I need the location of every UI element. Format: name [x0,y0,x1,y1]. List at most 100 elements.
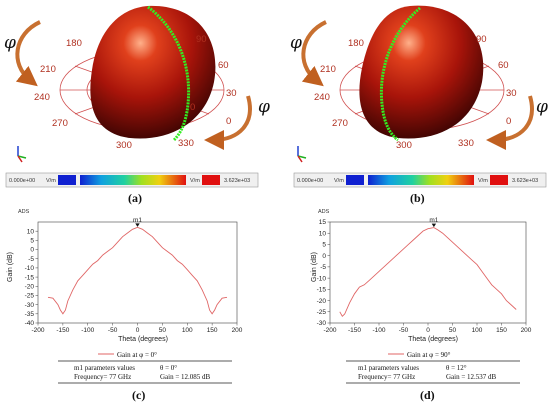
chart-c-frame [37,221,238,324]
chart-c-ylabel: Gain (dB) [7,252,14,282]
panel-label-c: (c) [132,388,145,402]
colorbar-unit-right-b: V/m [478,178,488,184]
phi-symbol-right-a: φ [258,97,270,117]
angle-labels-a: 180 90 210 60 240 30 270 0 300 330 0 [34,34,237,151]
chart-d-table: m1 parameters values θ = 12° Frequency= … [346,360,520,384]
colorbar-min-a: 0.000e+00 [9,178,35,184]
phi-symbol-left-b: φ [290,33,302,53]
chart-d-ylabel: Gain (dB) [311,252,318,282]
angle-label-a-1: 90 [196,34,207,45]
colorbar-max-swatch-b [490,175,508,185]
angle-label-a-10: 0 [190,102,195,113]
chart-d-ytick-2: 5 [322,242,326,249]
colorbar-b: 0.000e+00 V/m V/m 3.623e+03 [293,172,547,188]
chart-c-ytick-2: 0 [30,247,34,254]
chart-c-ytick-10: -40 [25,320,35,327]
chart-d-marker-icon [431,223,437,228]
chart-d-xtick-6: 100 [472,327,483,334]
colorbar-max-a: 3.623e+03 [224,178,250,184]
angle-label-b-7: 0 [506,116,511,127]
chart-c-xtick-0: -200 [31,327,44,334]
angle-label-b-6: 270 [332,118,348,129]
chart-c-ytick-7: -25 [25,293,35,300]
panel-a: φ φ 180 90 210 60 240 30 270 0 300 330 0 0.000e+00… [4,5,270,205]
chart-d-xtick-8: 200 [521,327,532,334]
rotation-arrow-right-a-icon [204,95,252,150]
chart-d-table-row2-right: Gain = 12.537 dB [446,373,497,381]
colorbar-max-b: 3.623e+03 [512,178,538,184]
colorbar-unit-left-a: V/m [46,178,56,184]
phi-symbol-right-b: φ [536,97,548,117]
chart-c-table-row2-left: Frequency= 77 GHz [74,373,131,381]
chart-c-table-row1-left: m1 parameters values [74,364,135,372]
chart-d-xtick-4: 0 [426,327,430,334]
colorbar-gradient-b [368,175,474,185]
rotation-arrow-left-a-icon [15,20,41,87]
chart-d-legend: Gain at φ = 90° [388,351,451,359]
chart-c-xtick-5: 50 [159,327,167,334]
chart-c-ytick-3: -5 [28,256,34,263]
colorbar-unit-right-a: V/m [190,178,200,184]
angle-label-b-5: 30 [506,88,517,99]
chart-c-corner-label: ADS [18,209,30,215]
chart-c-table: m1 parameters values θ = 0° Frequency= 7… [58,360,232,384]
chart-d-xtick-3: -50 [399,327,409,334]
radiation-pattern-3d-b [359,5,484,139]
chart-c-marker-label: m1 [133,217,142,224]
chart-d-xtick-5: 50 [449,327,457,334]
chart-d-ytick-1: 10 [319,230,327,237]
chart-c-xtick-3: -50 [108,327,118,334]
chart-c-table-row1-right: θ = 0° [160,364,177,372]
angle-label-a-6: 270 [52,118,68,129]
chart-d-ytick-0: 15 [319,219,327,226]
colorbar-min-b: 0.000e+00 [297,178,323,184]
chart-d-table-row1-left: m1 parameters values [358,364,419,372]
angle-label-a-7: 0 [226,116,231,127]
chart-d-ytick-7: -20 [317,298,327,305]
angle-label-a-5: 30 [226,88,237,99]
chart-d-xtick-7: 150 [496,327,507,334]
angle-label-b-8: 300 [396,140,412,151]
rotation-arrow-left-b-icon [301,20,327,87]
chart-c-ytick-6: -20 [25,283,35,290]
chart-d-xtick-2: -100 [372,327,385,334]
chart-c-legend: Gain at φ = 0° [98,351,157,359]
radiation-pattern-3d-a [90,5,216,139]
chart-c-xtick-7: 150 [207,327,218,334]
chart-c-ytick-8: -30 [25,302,35,309]
axis-triad-b-icon [297,146,307,163]
panel-label-b: (b) [410,191,425,205]
chart-d: ADS -200 -150 -100 -50 0 50 100 150 200151050-5-… [311,209,532,402]
chart-d-frame [329,221,527,324]
colorbar-gradient-a [80,175,186,185]
colorbar-min-swatch-a [58,175,76,185]
cut-plane-ring-a [147,5,191,142]
panel-b: φ φ 180 90 210 60 240 30 270 0 300 330 0.000e+00 … [290,5,548,205]
chart-d-legend-label: Gain at φ = 90° [407,351,451,359]
angle-label-a-3: 60 [218,60,229,71]
chart-c-legend-label: Gain at φ = 0° [117,351,157,359]
phi-symbol-left-a: φ [4,33,16,53]
chart-c-ytick-0: 10 [27,228,35,235]
chart-c-marker-icon [135,223,140,227]
chart-c-table-row2-right: Gain = 12.085 dB [160,373,211,381]
chart-d-xtick-1: -150 [348,327,361,334]
angle-label-b-4: 240 [314,92,330,103]
cut-plane-ring-b [379,6,421,142]
chart-c-xtick-6: 100 [182,327,193,334]
angle-labels-b: 180 90 210 60 240 30 270 0 300 330 [314,34,517,151]
chart-d-ytick-4: -5 [320,264,326,271]
chart-c-ytick-1: 5 [30,238,34,245]
angle-label-a-2: 210 [40,64,56,75]
chart-d-marker-label: m1 [429,217,438,224]
panel-label-d: (d) [420,388,435,402]
angle-label-a-4: 240 [34,92,50,103]
colorbar-min-swatch-b [346,175,364,185]
colorbar-max-swatch-a [202,175,220,185]
chart-c-xlabel: Theta (degrees) [118,336,168,343]
rotation-arrow-right-b-icon [486,95,534,150]
angle-label-a-9: 330 [178,138,194,149]
chart-c: ADS -200 -150 -100 -50 0 50 100 150 2001050-5-10… [7,209,243,402]
chart-c-xtick-1: -150 [56,327,69,334]
